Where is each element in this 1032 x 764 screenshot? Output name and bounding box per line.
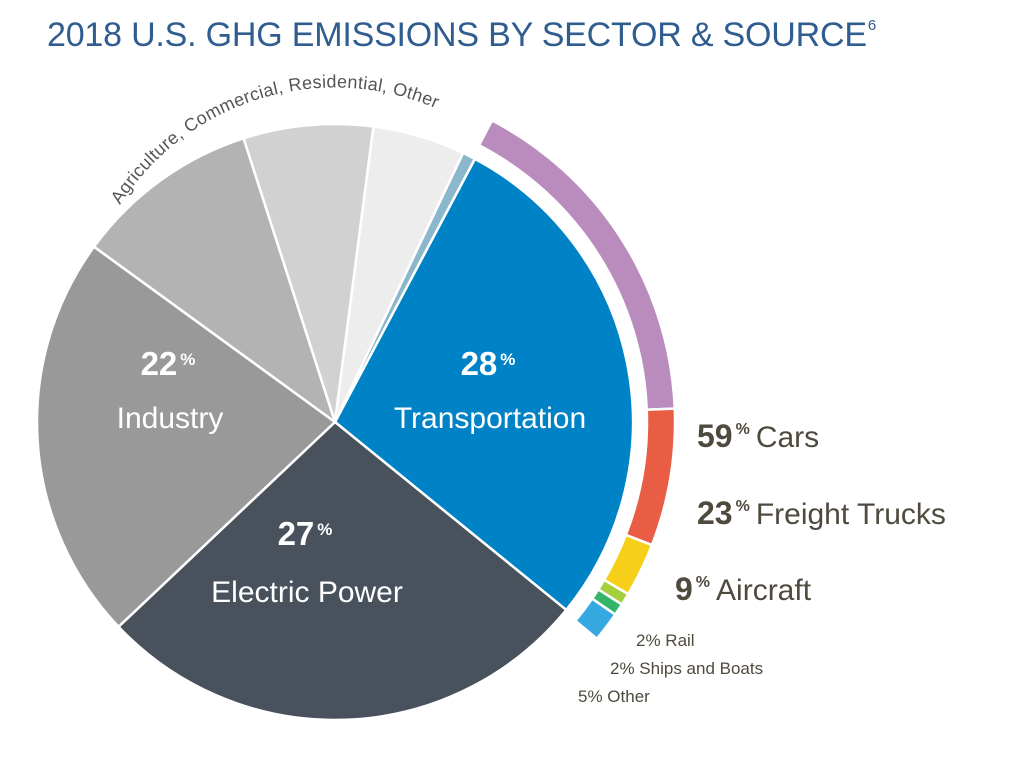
- electric-power-percent-label: 27%: [278, 515, 333, 552]
- transportation-name-label: Transportation: [394, 402, 586, 435]
- pie-slice-industry: [35, 244, 337, 629]
- ring-segment-other: [573, 596, 617, 641]
- transportation-percent-label: 28%: [461, 345, 516, 382]
- pie-slice-other-3: [92, 136, 338, 426]
- breakdown-label-rail: 2% Rail: [636, 631, 695, 650]
- breakdown-label-other: 5% Other: [578, 687, 650, 706]
- pie-slice-other-6: [333, 151, 477, 423]
- breakdown-label-aircraft: 9% Aircraft: [675, 571, 812, 607]
- electric-power-name-label: Electric Power: [211, 576, 403, 609]
- title-footnote-mark: 6: [867, 17, 876, 34]
- breakdown-label-ships-and-boats: 2% Ships and Boats: [610, 659, 763, 678]
- pie-slice-electric-power: [116, 420, 569, 722]
- pie-slice-transportation: [333, 157, 635, 612]
- title-text: 2018 U.S. GHG EMISSIONS BY SECTOR & SOUR…: [47, 16, 867, 54]
- breakdown-labels: 59% Cars 23% Freight Trucks 9% Aircraft 2% Rai…: [578, 418, 946, 706]
- industry-percent-label: 22%: [141, 345, 196, 382]
- breakdown-label-freight-trucks: 23% Freight Trucks: [697, 495, 946, 531]
- pie-slice-other-4: [242, 122, 375, 423]
- breakdown-label-cars: 59% Cars: [697, 418, 819, 454]
- industry-name-label: Industry: [117, 402, 224, 435]
- pie-slices: [35, 122, 635, 722]
- page-title: 2018 U.S. GHG EMISSIONS BY SECTOR & SOUR…: [47, 16, 876, 55]
- transportation-breakdown-ring: [477, 118, 677, 641]
- sector-labels: 28 % Transportation 27 % Electric Power 22 % Ind…: [117, 345, 587, 609]
